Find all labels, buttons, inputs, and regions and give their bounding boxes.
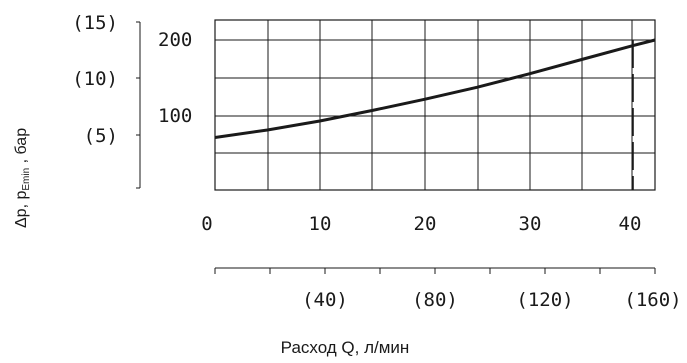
x-axis-label: Расход Q, л/мин	[281, 338, 410, 357]
series-curve	[214, 38, 656, 139]
outer-y-tick-label: (5)	[84, 125, 118, 147]
top-x-tick-label: 0	[201, 213, 212, 235]
grid-lines	[215, 20, 655, 190]
bottom-x-tick-label: (160)	[624, 289, 681, 311]
top-x-tick-label: 40	[619, 213, 642, 235]
y-axis-label: Δp, pEmin , бар	[13, 128, 32, 228]
top-x-tick-label: 30	[519, 213, 542, 235]
y-axis-label-subscript: Emin	[21, 168, 32, 191]
outer-y-tick-label: (15)	[72, 12, 118, 34]
top-x-tick-label: 10	[309, 213, 332, 235]
y-axis-label-tail: , бар	[13, 128, 30, 168]
plot-frame	[214, 19, 656, 191]
bottom-x-tick-label: (80)	[412, 289, 458, 311]
bottom-x-tick-label: (120)	[516, 289, 573, 311]
bottom-x-tick-label: (40)	[302, 289, 348, 311]
y-axis-label-main: Δp, p	[13, 191, 30, 228]
top-x-tick-label: 20	[414, 213, 437, 235]
inner-y-tick-label: 200	[158, 29, 192, 51]
outer-y-tick-label: (10)	[72, 68, 118, 90]
inner-y-tick-label: 100	[158, 105, 192, 127]
